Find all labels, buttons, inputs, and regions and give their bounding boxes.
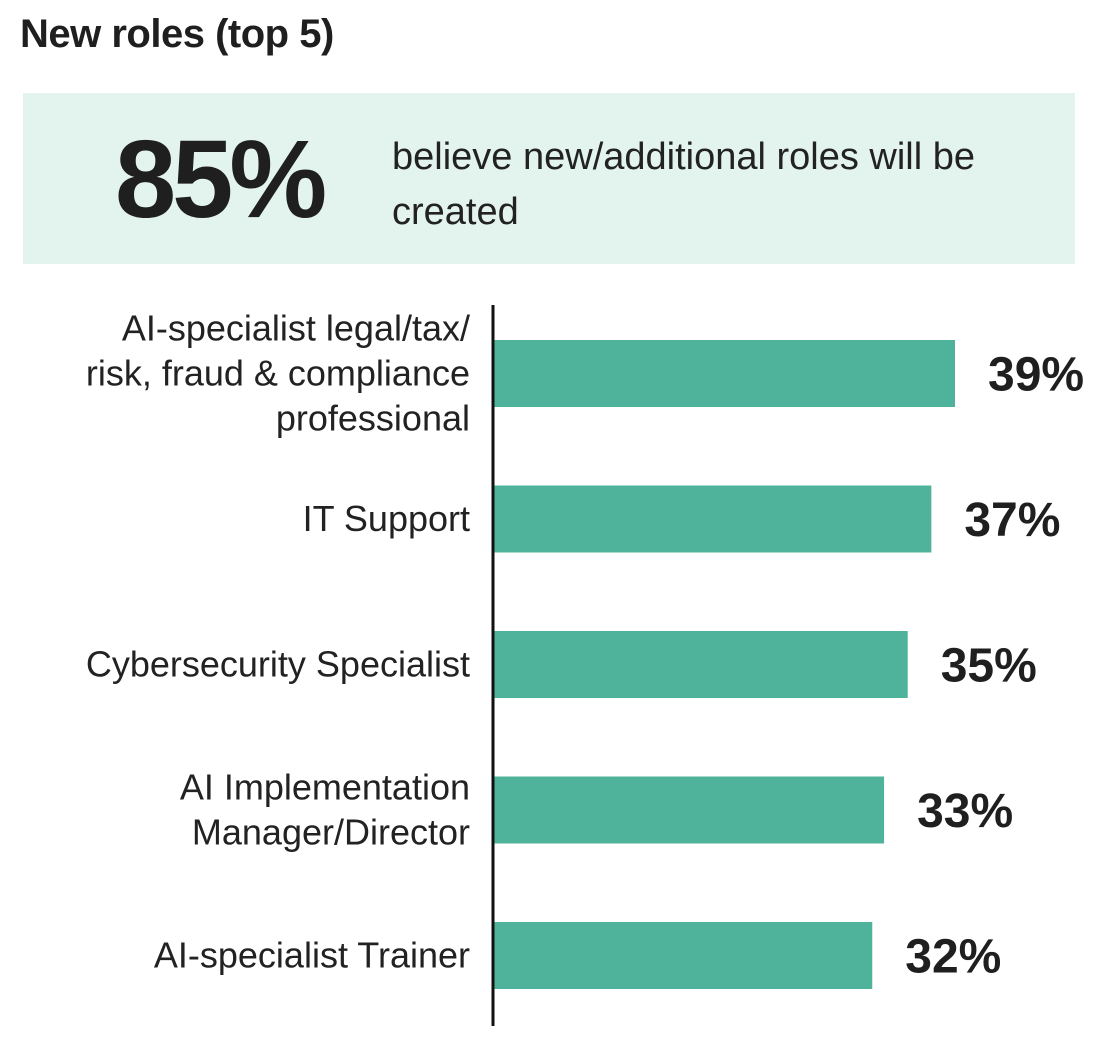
- bar-value-label: 35%: [941, 640, 1037, 693]
- bar: [494, 340, 955, 407]
- bar: [494, 485, 932, 553]
- category-label: Cybersecurity Specialist: [86, 644, 470, 685]
- bar: [494, 631, 908, 698]
- highlight-box: [23, 93, 1075, 264]
- bar: [494, 776, 885, 844]
- category-label: IT Support: [303, 498, 470, 539]
- page-title: New roles (top 5): [20, 12, 334, 56]
- highlight-value: 85%: [115, 118, 327, 241]
- bar-value-label: 32%: [905, 931, 1001, 984]
- highlight-text: believe new/additional roles will be cre…: [392, 136, 976, 233]
- bar-value-label: 33%: [917, 785, 1013, 838]
- category-label: AI Implementation Manager/Director: [180, 767, 470, 853]
- category-label: AI-specialist legal/tax/risk, fraud & co…: [86, 308, 470, 439]
- category-label: AI-specialist Trainer: [154, 935, 470, 976]
- bar-value-label: 37%: [964, 494, 1060, 547]
- bar-value-label: 39%: [988, 349, 1084, 402]
- bar: [494, 922, 873, 989]
